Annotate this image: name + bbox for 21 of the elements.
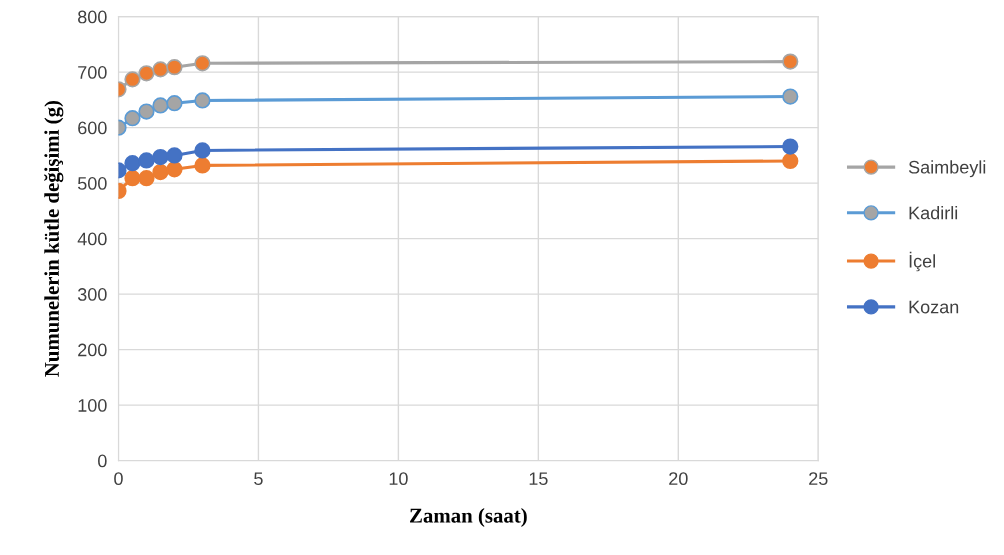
y-axis-title: Numunelerin kütle değişimi (g) [44,100,64,377]
x-tick-label: 5 [254,472,263,486]
y-tick-label: 200 [78,343,107,357]
x-tick-label: 0 [114,472,123,486]
legend-label: Kadirli [909,206,958,220]
y-tick-label: 600 [78,121,107,135]
legend-label: Saimbeyli [908,160,986,178]
y-tick-label: 500 [77,177,107,190]
y-tick-label: 100 [78,399,107,412]
x-tick-label: 20 [669,472,688,486]
x-tick-label: 10 [389,472,408,486]
y-tick-label: 400 [77,232,107,246]
x-axis-title: Zaman (saat) [410,508,527,527]
legend-label: Kozan [909,300,959,314]
legend-label: İçel [909,251,935,272]
y-tick-label: 300 [77,288,107,301]
y-tick-label: 700 [78,66,107,79]
y-tick-label: 0 [98,454,107,468]
x-tick-label: 25 [809,472,828,486]
y-tick-label: 800 [78,10,107,24]
x-tick-label: 15 [529,472,548,486]
